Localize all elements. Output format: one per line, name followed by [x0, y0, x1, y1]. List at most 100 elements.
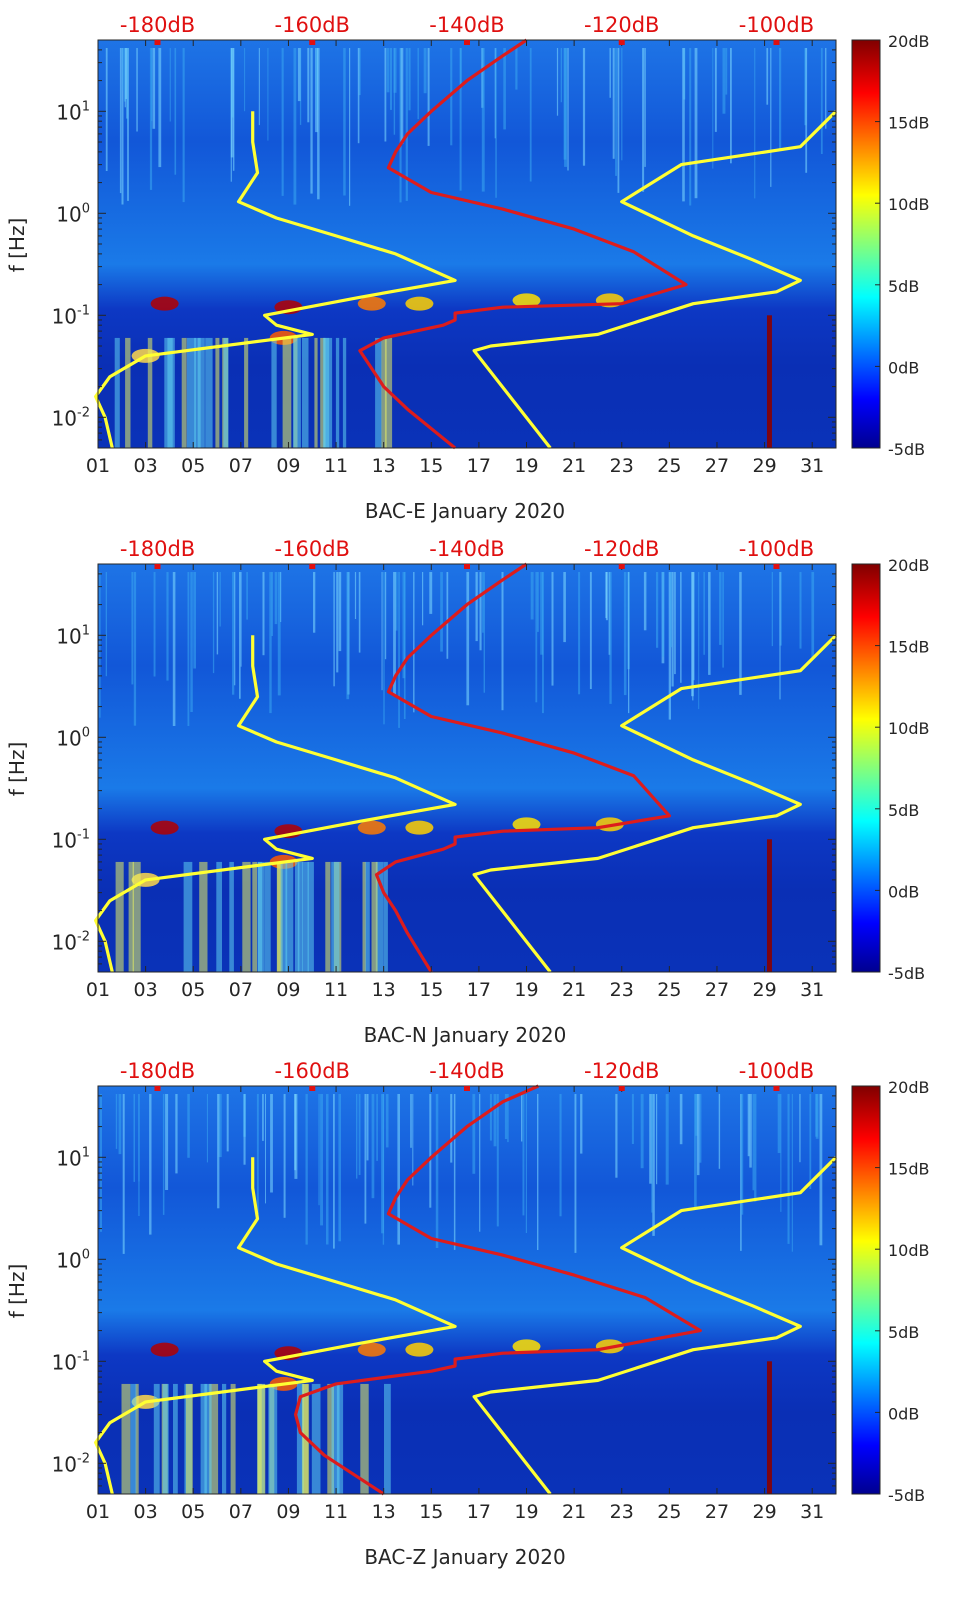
energy-streak	[559, 1094, 562, 1217]
energy-streak	[699, 1094, 702, 1163]
energy-blob	[405, 820, 434, 835]
energy-streak	[459, 48, 462, 89]
energy-streak	[754, 1094, 757, 1202]
y-tick-label: 10-2	[52, 929, 90, 954]
energy-streak	[423, 48, 427, 94]
low-frequency-band	[307, 861, 314, 973]
energy-streak	[752, 1094, 755, 1191]
noise-model-low-line	[93, 635, 457, 973]
energy-streak	[712, 48, 714, 169]
x-tick-label: 01	[86, 1501, 110, 1523]
energy-streak	[825, 48, 827, 129]
energy-streak	[631, 1094, 634, 1144]
energy-streak	[780, 1094, 782, 1212]
x-tick-label: 23	[610, 1501, 634, 1523]
energy-streak	[440, 572, 443, 652]
top-axis-marker	[773, 564, 780, 569]
energy-streak	[556, 48, 559, 116]
station-reference-line	[358, 38, 688, 450]
energy-streak	[133, 1094, 135, 1182]
energy-streak	[694, 48, 698, 199]
colorbar	[851, 39, 881, 449]
top-axis-marker	[618, 1086, 625, 1091]
top-axis-marker	[618, 564, 625, 569]
energy-streak	[364, 1094, 367, 1224]
top-axis-label: -100dB	[739, 13, 814, 37]
y-tick-label: 10-1	[52, 303, 90, 328]
energy-streak	[656, 1094, 658, 1185]
energy-streak	[791, 1094, 793, 1252]
energy-streak	[529, 48, 532, 182]
y-tick-label: 101	[56, 1145, 90, 1170]
energy-streak	[381, 572, 383, 691]
low-frequency-band	[132, 861, 141, 973]
x-tick-label: 25	[657, 979, 681, 1001]
top-axis-marker	[464, 564, 470, 569]
y-tick-label: 100	[56, 201, 90, 226]
y-tick-label: 10-2	[52, 405, 90, 430]
energy-streak	[333, 572, 335, 687]
colorbar-tick-label: 0dB	[888, 1404, 919, 1423]
low-frequency-band	[362, 861, 366, 973]
energy-streak	[525, 1094, 527, 1233]
energy-streak	[305, 1094, 308, 1245]
low-frequency-band	[327, 1383, 334, 1495]
low-frequency-band	[371, 861, 378, 973]
energy-streak	[232, 572, 235, 695]
energy-streak	[216, 572, 219, 655]
energy-streak	[495, 48, 497, 198]
event-line	[766, 315, 772, 448]
energy-streak	[338, 1094, 341, 1242]
low-frequency-band	[222, 1383, 227, 1495]
colorbar-tick-label: 0dB	[888, 358, 919, 377]
energy-blob	[357, 1342, 386, 1357]
x-tick-label: 21	[562, 455, 586, 477]
energy-streak	[158, 48, 162, 168]
energy-streak	[256, 1094, 259, 1215]
energy-streak	[187, 572, 190, 726]
energy-streak	[674, 572, 676, 675]
low-frequency-band	[320, 337, 326, 449]
energy-streak	[617, 48, 620, 193]
top-axis-label: -180dB	[120, 1059, 195, 1083]
energy-streak	[730, 48, 732, 164]
energy-streak	[754, 48, 756, 199]
energy-streak	[366, 1094, 369, 1161]
top-axis-label: -140dB	[429, 537, 504, 561]
top-axis-marker	[618, 40, 625, 45]
colorbar-tick-label: 15dB	[888, 638, 930, 657]
energy-streak	[739, 572, 742, 695]
energy-streak	[115, 1094, 118, 1149]
energy-streak	[612, 48, 615, 159]
x-tick-label: 11	[324, 1501, 348, 1523]
energy-streak	[219, 572, 221, 627]
energy-streak	[151, 48, 153, 122]
energy-blob	[405, 296, 434, 311]
x-tick-label: 13	[372, 455, 396, 477]
low-frequency-band	[282, 337, 292, 449]
energy-streak	[274, 572, 278, 625]
energy-streak	[99, 1094, 102, 1232]
x-tick-label: 13	[372, 1501, 396, 1523]
energy-streak	[243, 1094, 246, 1165]
y-axis-label: f [Hz]	[5, 742, 29, 797]
energy-streak	[605, 572, 607, 619]
energy-streak	[405, 48, 408, 201]
x-tick-label: 29	[752, 979, 776, 1001]
y-axis-label: f [Hz]	[5, 218, 29, 273]
noise-model-high-line	[472, 634, 838, 973]
low-frequency-band	[268, 1383, 278, 1495]
x-axis-label: BAC-N January 2020	[364, 1023, 567, 1047]
energy-streak	[386, 48, 390, 93]
energy-streak	[628, 572, 630, 714]
energy-streak	[787, 1094, 790, 1244]
energy-streak	[580, 1094, 583, 1154]
energy-streak	[643, 572, 647, 631]
energy-streak	[125, 48, 128, 99]
energy-streak	[206, 1094, 208, 1163]
x-tick-label: 19	[514, 979, 538, 1001]
energy-streak	[131, 572, 134, 685]
energy-streak	[398, 572, 400, 728]
low-frequency-band	[280, 861, 288, 973]
low-frequency-band	[384, 1383, 391, 1495]
